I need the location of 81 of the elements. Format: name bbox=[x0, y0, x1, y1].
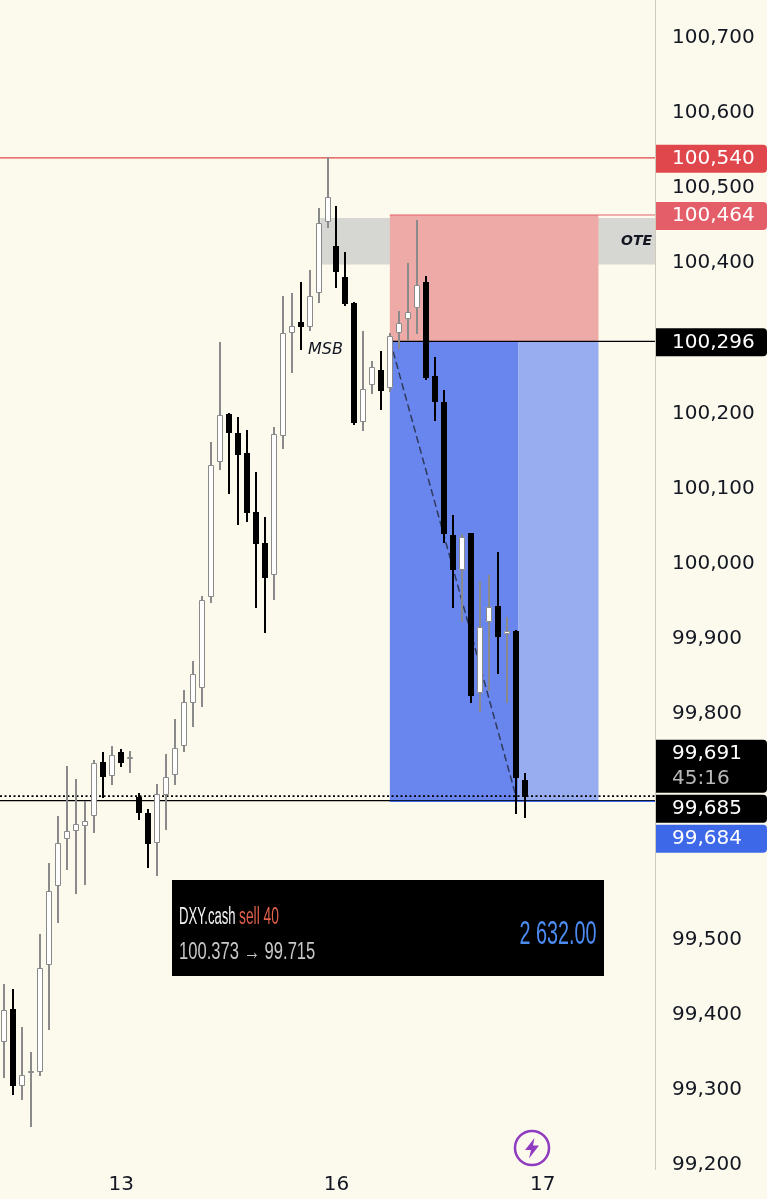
candlestick bbox=[217, 341, 223, 471]
x-tick-label: 17 bbox=[530, 1171, 556, 1196]
annotation: DXY.cash bbox=[179, 902, 236, 929]
y-tick-label: 100,600 bbox=[672, 98, 755, 123]
candlestick bbox=[441, 389, 447, 544]
y-tick-label: 99,400 bbox=[672, 1001, 742, 1026]
candlestick bbox=[73, 778, 79, 895]
candlestick bbox=[325, 156, 331, 229]
candlestick bbox=[46, 862, 52, 1031]
candlestick bbox=[154, 783, 160, 877]
band-label: OTE bbox=[620, 231, 653, 248]
candlestick bbox=[387, 332, 393, 393]
ref-line-label: 100,540 bbox=[672, 145, 755, 170]
candlestick bbox=[163, 753, 169, 831]
candlestick bbox=[396, 310, 402, 350]
candlestick bbox=[360, 330, 366, 432]
candlestick bbox=[109, 745, 115, 786]
candlestick bbox=[253, 471, 259, 609]
ref-line-label: 100,464 bbox=[672, 202, 755, 227]
candlestick bbox=[10, 988, 16, 1096]
annotation: MSB bbox=[308, 339, 343, 359]
candlestick bbox=[190, 660, 196, 728]
candlestick bbox=[316, 207, 322, 304]
candlestick bbox=[145, 808, 151, 869]
candlestick bbox=[280, 295, 286, 450]
candlestick bbox=[28, 1051, 34, 1128]
candlestick bbox=[271, 426, 277, 601]
candlestick bbox=[244, 429, 250, 523]
y-tick-label: 99,500 bbox=[672, 925, 742, 950]
x-tick-label: 16 bbox=[323, 1171, 350, 1196]
candlestick bbox=[450, 514, 456, 609]
candlestick bbox=[298, 281, 304, 351]
candlestick bbox=[64, 765, 70, 871]
candlestick bbox=[378, 350, 384, 411]
candlestick bbox=[118, 748, 124, 768]
candlestick bbox=[172, 718, 178, 786]
y-tick-label: 99,800 bbox=[672, 700, 742, 725]
ref-line-label: 100,296 bbox=[672, 328, 755, 353]
candlestick bbox=[235, 416, 241, 526]
candlestick bbox=[307, 269, 313, 332]
candlestick bbox=[181, 689, 187, 753]
text: 45:16 bbox=[672, 764, 730, 789]
candlestick bbox=[495, 551, 501, 675]
candlestick bbox=[19, 1026, 25, 1101]
x-tick-label: 13 bbox=[108, 1171, 134, 1196]
candlestick bbox=[208, 441, 214, 604]
candlestick bbox=[369, 360, 375, 395]
candlestick bbox=[405, 262, 411, 342]
ref-line-label: 99,691 bbox=[672, 739, 742, 764]
ref-line-label: 99,684 bbox=[672, 824, 742, 849]
candlestick bbox=[37, 933, 43, 1077]
y-tick-label: 100,700 bbox=[672, 23, 755, 48]
candlestick bbox=[91, 759, 97, 834]
annotation: 100.373 → 99.715 bbox=[179, 937, 316, 964]
annotation: sell 40 bbox=[239, 902, 280, 929]
candlestick bbox=[414, 219, 420, 335]
candlestick bbox=[504, 616, 510, 704]
candlestick bbox=[342, 251, 348, 307]
annotation: 2 632.00 bbox=[518, 913, 596, 951]
y-tick-label: 100,500 bbox=[672, 174, 755, 199]
candlestick bbox=[477, 580, 483, 713]
candlestick bbox=[333, 205, 339, 289]
y-tick-label: 100,100 bbox=[672, 474, 755, 499]
candlestick bbox=[468, 533, 474, 704]
y-tick-label: 99,900 bbox=[672, 625, 742, 650]
candlestick bbox=[82, 800, 88, 886]
candlestick bbox=[199, 595, 205, 708]
candlestick bbox=[127, 750, 133, 774]
y-tick-label: 100,000 bbox=[672, 550, 755, 575]
y-tick-label: 99,200 bbox=[672, 1151, 742, 1176]
candlestick bbox=[289, 292, 295, 374]
y-tick-label: 100,400 bbox=[672, 249, 755, 274]
candlestick bbox=[459, 533, 465, 623]
y-tick-label: 100,200 bbox=[672, 399, 755, 424]
y-tick-label: 99,300 bbox=[672, 1076, 742, 1101]
candlestick bbox=[1, 983, 7, 1079]
ref-line-label: 99,685 bbox=[672, 794, 742, 819]
candlestick bbox=[55, 815, 61, 924]
candlestick bbox=[432, 356, 438, 422]
candlestick bbox=[486, 574, 492, 692]
candlestick bbox=[262, 516, 268, 634]
